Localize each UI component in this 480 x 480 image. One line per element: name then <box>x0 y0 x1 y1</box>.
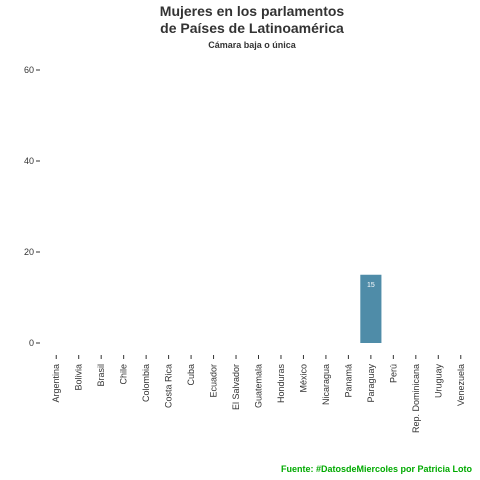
y-tick-label: 40 <box>24 156 34 166</box>
x-category-label: Argentina <box>51 364 61 403</box>
chart-title-line-1: Mujeres en los parlamentos <box>160 3 345 19</box>
y-tick-label: 60 <box>24 65 34 75</box>
x-category-label: Costa Rica <box>164 364 174 408</box>
y-tick-label: 20 <box>24 247 34 257</box>
x-axis: Argentina Bolivia Brasil Chile Colombia Costa… <box>51 355 466 433</box>
bar <box>360 274 382 343</box>
y-axis: 0 20 40 60 <box>24 65 40 348</box>
bars-group: 15 <box>360 274 382 343</box>
x-category-label: Rep. Dominicana <box>411 364 421 433</box>
x-category-label: Uruguay <box>433 364 443 399</box>
x-category-label: Panamá <box>343 364 353 398</box>
x-category-label: Honduras <box>276 364 286 404</box>
x-category-label: Brasil <box>96 364 106 387</box>
chart-caption: Fuente: #DatosdeMiercoles por Patricia L… <box>281 464 473 474</box>
x-category-label: Perú <box>388 364 398 383</box>
x-category-label: Cuba <box>186 364 196 386</box>
chart-subtitle: Cámara baja o única <box>208 40 297 50</box>
x-category-label: El Salvador <box>231 364 241 410</box>
x-category-label: Bolivia <box>74 364 84 391</box>
x-category-label: Venezuela <box>456 364 466 406</box>
x-category-label: Ecuador <box>209 364 219 398</box>
y-tick-label: 0 <box>29 338 34 348</box>
x-category-label: México <box>298 364 308 393</box>
x-category-label: Chile <box>119 364 129 385</box>
bar-value-label: 15 <box>367 282 375 289</box>
x-category-label: Paraguay <box>366 364 376 403</box>
x-category-label: Guatemala <box>254 364 264 408</box>
x-category-label: Nicaragua <box>321 364 331 405</box>
chart-title-line-2: de Países de Latinoamérica <box>160 20 344 36</box>
x-category-label: Colombia <box>141 364 151 402</box>
